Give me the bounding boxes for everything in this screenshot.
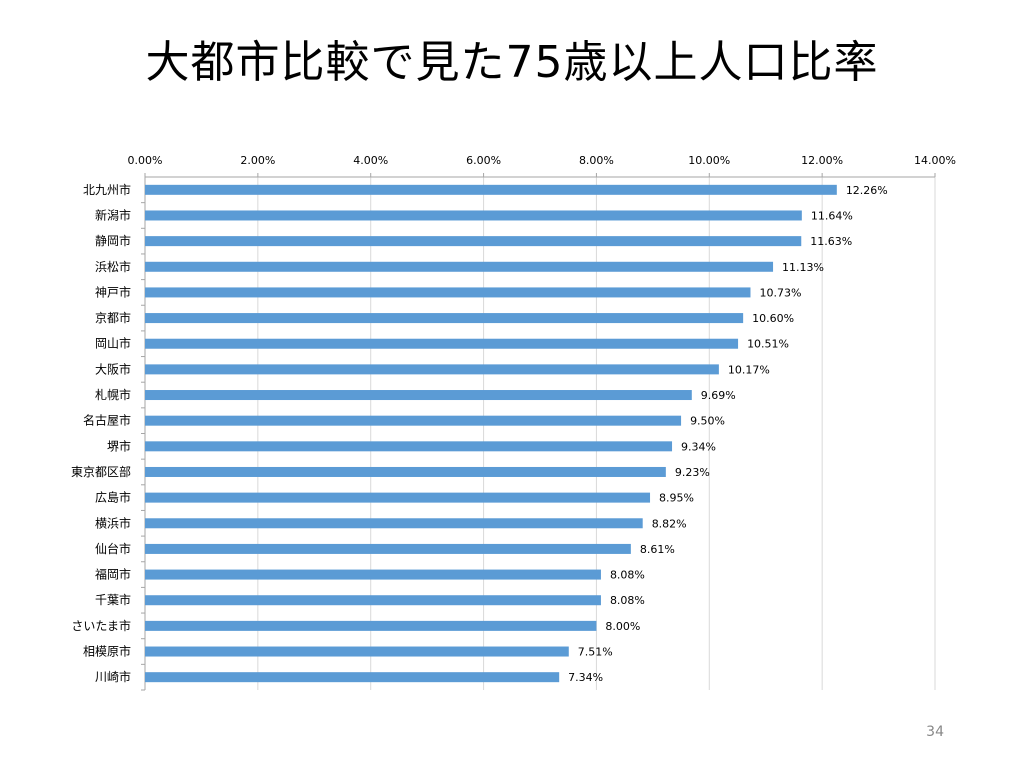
category-label: 新潟市 (95, 207, 131, 222)
x-tick-label: 8.00% (579, 154, 614, 167)
bar (145, 287, 751, 298)
bar (145, 184, 837, 195)
category-label: 仙台市 (95, 541, 131, 556)
data-label: 11.63% (810, 235, 852, 248)
data-label: 10.73% (759, 286, 801, 299)
data-label: 8.95% (659, 492, 694, 505)
category-label: 相模原市 (83, 644, 131, 659)
data-label: 8.00% (605, 620, 640, 633)
bar (145, 415, 682, 426)
x-tick-label: 4.00% (353, 154, 388, 167)
bar (145, 338, 739, 349)
bar (145, 466, 666, 477)
data-label: 8.82% (652, 517, 687, 530)
data-label: 10.17% (728, 363, 770, 376)
bar (145, 261, 774, 272)
category-label: 京都市 (95, 310, 131, 325)
category-label: 広島市 (95, 490, 131, 505)
category-label: 名古屋市 (83, 413, 131, 428)
slide-title: 大都市比較で見た75歳以上人口比率 (145, 37, 879, 88)
data-label: 8.61% (640, 543, 675, 556)
bar (145, 364, 719, 375)
category-label: 札幌市 (95, 387, 131, 402)
bar (145, 518, 643, 529)
data-label: 9.69% (701, 389, 736, 402)
data-label: 8.08% (610, 569, 645, 582)
bar (145, 313, 744, 324)
x-tick-label: 0.00% (128, 154, 163, 167)
category-label: 東京都区部 (71, 464, 131, 479)
bar (145, 210, 802, 221)
x-tick-label: 2.00% (240, 154, 275, 167)
category-label: 浜松市 (95, 259, 131, 274)
x-tick-label: 6.00% (466, 154, 501, 167)
category-label: 横浜市 (95, 515, 131, 530)
category-label: 岡山市 (95, 336, 131, 351)
bar (145, 390, 692, 401)
category-label: 大阪市 (95, 361, 131, 376)
bar (145, 646, 569, 657)
bar (145, 569, 601, 580)
data-label: 7.51% (578, 646, 613, 659)
data-label: 10.51% (747, 338, 789, 351)
bar (145, 620, 597, 631)
category-label: 神戸市 (95, 284, 131, 299)
category-label: 千葉市 (95, 592, 131, 607)
bar (145, 236, 802, 247)
data-label: 11.13% (782, 261, 824, 274)
data-label: 11.64% (811, 209, 853, 222)
page-number: 34 (926, 724, 944, 740)
bar (145, 441, 673, 452)
data-label: 9.23% (675, 466, 710, 479)
category-label: 福岡市 (95, 567, 131, 582)
data-label: 8.08% (610, 594, 645, 607)
category-label: 北九州市 (83, 182, 131, 197)
category-label: さいたま市 (71, 618, 131, 633)
data-label: 9.34% (681, 440, 716, 453)
bar (145, 595, 601, 606)
category-label: 川崎市 (95, 669, 131, 684)
x-tick-label: 14.00% (914, 154, 956, 167)
x-tick-label: 10.00% (688, 154, 730, 167)
bar (145, 543, 631, 554)
data-label: 7.34% (568, 671, 603, 684)
data-label: 12.26% (846, 184, 888, 197)
category-label: 堺市 (107, 438, 131, 453)
data-label: 10.60% (752, 312, 794, 325)
bar (145, 672, 560, 683)
data-label: 9.50% (690, 415, 725, 428)
category-label: 静岡市 (95, 233, 131, 248)
bar (145, 492, 651, 503)
x-tick-label: 12.00% (801, 154, 843, 167)
